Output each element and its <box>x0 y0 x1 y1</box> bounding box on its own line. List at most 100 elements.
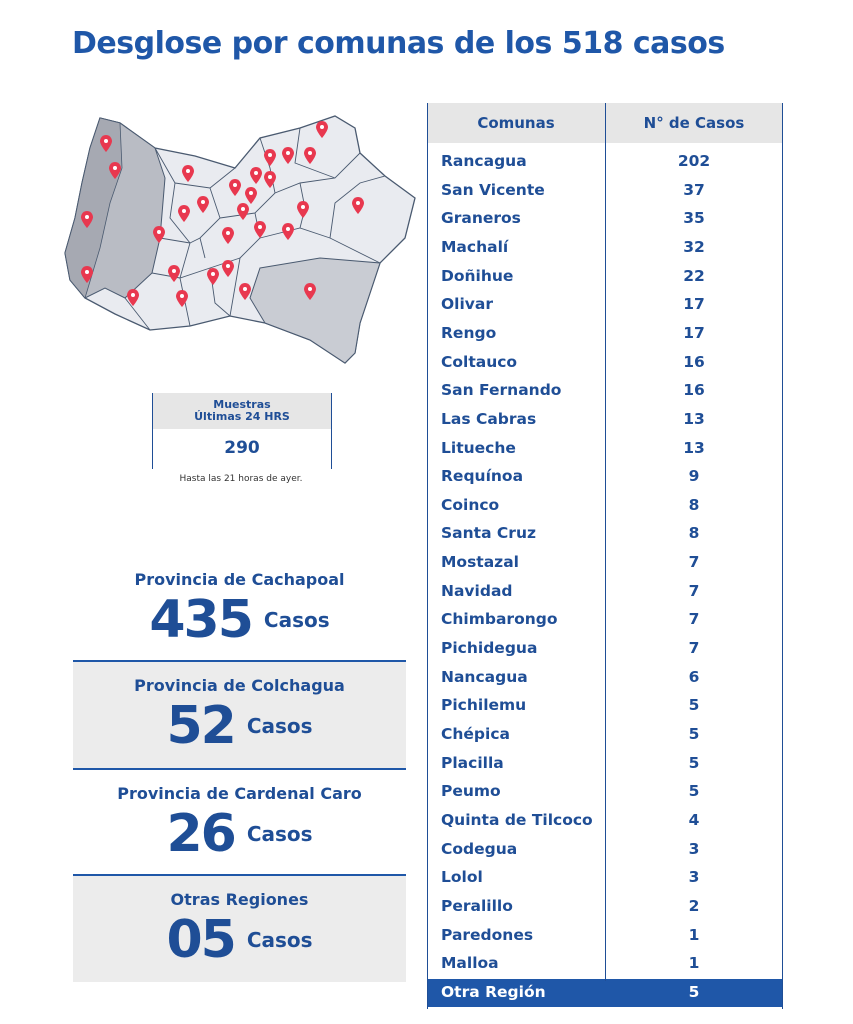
comuna-name: Chimbarongo <box>441 610 558 629</box>
comuna-cases: 13 <box>683 438 705 457</box>
comuna-name: Graneros <box>441 209 521 228</box>
comuna-name: Pichilemu <box>441 696 527 715</box>
province-unit: Casos <box>246 714 313 738</box>
comuna-cases: 32 <box>683 237 705 256</box>
comuna-cases: 7 <box>688 553 700 572</box>
column-header-casos: N° de Casos <box>643 114 745 132</box>
comuna-cases: 37 <box>683 180 705 199</box>
comuna-name: Las Cabras <box>441 409 537 428</box>
comuna-name: Nancagua <box>441 667 528 686</box>
comuna-cases: 6 <box>688 667 700 686</box>
comuna-name: Rancagua <box>441 152 527 170</box>
province-name: Provincia de Cardenal Caro <box>117 784 362 803</box>
comuna-cases: 8 <box>688 524 700 543</box>
divider <box>73 768 406 770</box>
table-border-right <box>782 103 783 1009</box>
comuna-name: Navidad <box>441 581 513 600</box>
table-row: San Fernando 16 <box>427 377 783 406</box>
table-row: Coltauco 16 <box>427 349 783 378</box>
comuna-name: Chépica <box>441 725 510 743</box>
table-row: Doñihue 22 <box>427 263 783 292</box>
comuna-name: Codegua <box>441 839 518 858</box>
comuna-cases: 5 <box>688 725 700 743</box>
divider <box>73 874 406 876</box>
table-row: Navidad 7 <box>427 578 783 607</box>
column-header-comunas: Comunas <box>477 114 555 132</box>
comuna-name: Rengo <box>441 323 497 342</box>
province-name: Provincia de Colchagua <box>134 676 345 695</box>
cases-table: Comunas N° de Casos Rancagua 202 San Vicen… <box>427 103 783 1009</box>
comuna-cases: 3 <box>688 839 700 858</box>
province-count: 435 <box>149 590 254 650</box>
comuna-name: Doñihue <box>441 266 514 285</box>
comuna-name: Lolol <box>441 868 483 887</box>
comuna-name: Litueche <box>441 438 516 457</box>
samples-box: Muestras Últimas 24 HRS 290 <box>152 393 332 469</box>
table-row: Coinco 8 <box>427 492 783 521</box>
comuna-name: Santa Cruz <box>441 524 536 543</box>
comuna-name: Peumo <box>441 782 501 801</box>
table-row: Santa Cruz 8 <box>427 520 783 549</box>
province-count: 05 <box>166 910 236 970</box>
page-title: Desglose por comunas de los 518 casos <box>72 26 725 61</box>
samples-value: 290 <box>224 438 260 458</box>
samples-label-line1: Muestras <box>213 398 271 411</box>
table-column-divider <box>605 103 606 981</box>
comuna-name: San Vicente <box>441 180 545 199</box>
comuna-cases: 7 <box>688 610 700 629</box>
table-row: Nancagua 6 <box>427 664 783 693</box>
table-row: Rengo 17 <box>427 320 783 349</box>
province-unit: Casos <box>246 928 313 952</box>
province-block-cachapoal: Provincia de Cachapoal 435 Casos <box>73 556 406 662</box>
samples-note: Hasta las 21 horas de ayer. <box>179 474 303 484</box>
table-row: Graneros 35 <box>427 205 783 234</box>
province-name: Otras Regiones <box>170 890 309 909</box>
table-row: Peralillo 2 <box>427 893 783 922</box>
comuna-cases: 22 <box>683 266 705 285</box>
province-count: 26 <box>166 804 236 864</box>
table-row: Las Cabras 13 <box>427 406 783 435</box>
comuna-cases: 5 <box>688 696 700 715</box>
comuna-name: Peralillo <box>441 896 513 915</box>
comuna-cases: 16 <box>683 352 705 371</box>
comuna-cases: 5 <box>688 982 700 1001</box>
comuna-cases: 7 <box>688 639 700 658</box>
comuna-name: Machalí <box>441 237 509 256</box>
table-row: Chimbarongo 7 <box>427 606 783 635</box>
table-row: Requínoa 9 <box>427 463 783 492</box>
comuna-name: Malloa <box>441 954 499 973</box>
comuna-name: Placilla <box>441 753 504 772</box>
comuna-name: Mostazal <box>441 553 519 572</box>
table-border-left <box>427 103 428 1009</box>
comuna-name: Pichidegua <box>441 639 538 658</box>
table-row: Chépica 5 <box>427 721 783 750</box>
comuna-cases: 35 <box>683 209 705 228</box>
table-row: Mostazal 7 <box>427 549 783 578</box>
comuna-name: Olivar <box>441 295 494 314</box>
comuna-cases: 13 <box>683 409 705 428</box>
province-name: Provincia de Cachapoal <box>134 570 345 589</box>
comuna-name: Coinco <box>441 495 500 514</box>
comuna-cases: 2 <box>688 896 700 915</box>
table-row: Lolol 3 <box>427 864 783 893</box>
table-row: Codegua 3 <box>427 836 783 865</box>
province-block-colchagua: Provincia de Colchagua 52 Casos <box>73 662 406 768</box>
comuna-cases: 7 <box>688 581 700 600</box>
comuna-cases: 8 <box>688 495 700 514</box>
province-count: 52 <box>166 696 236 756</box>
table-row: Olivar 17 <box>427 291 783 320</box>
province-block-cardenal-caro: Provincia de Cardenal Caro 26 Casos <box>73 770 406 876</box>
province-unit: Casos <box>263 608 330 632</box>
table-row: Pichilemu 5 <box>427 692 783 721</box>
comuna-cases: 17 <box>683 323 705 342</box>
samples-header: Muestras Últimas 24 HRS <box>153 393 331 429</box>
comuna-cases: 5 <box>688 782 700 801</box>
comuna-name: Otra Región <box>441 982 546 1001</box>
table-row: Litueche 13 <box>427 435 783 464</box>
comuna-cases: 1 <box>688 954 700 973</box>
province-unit: Casos <box>246 822 313 846</box>
table-row: Quinta de Tilcoco 4 <box>427 807 783 836</box>
comuna-cases: 4 <box>688 810 700 829</box>
comuna-cases: 9 <box>688 467 700 486</box>
comuna-cases: 17 <box>683 295 705 314</box>
